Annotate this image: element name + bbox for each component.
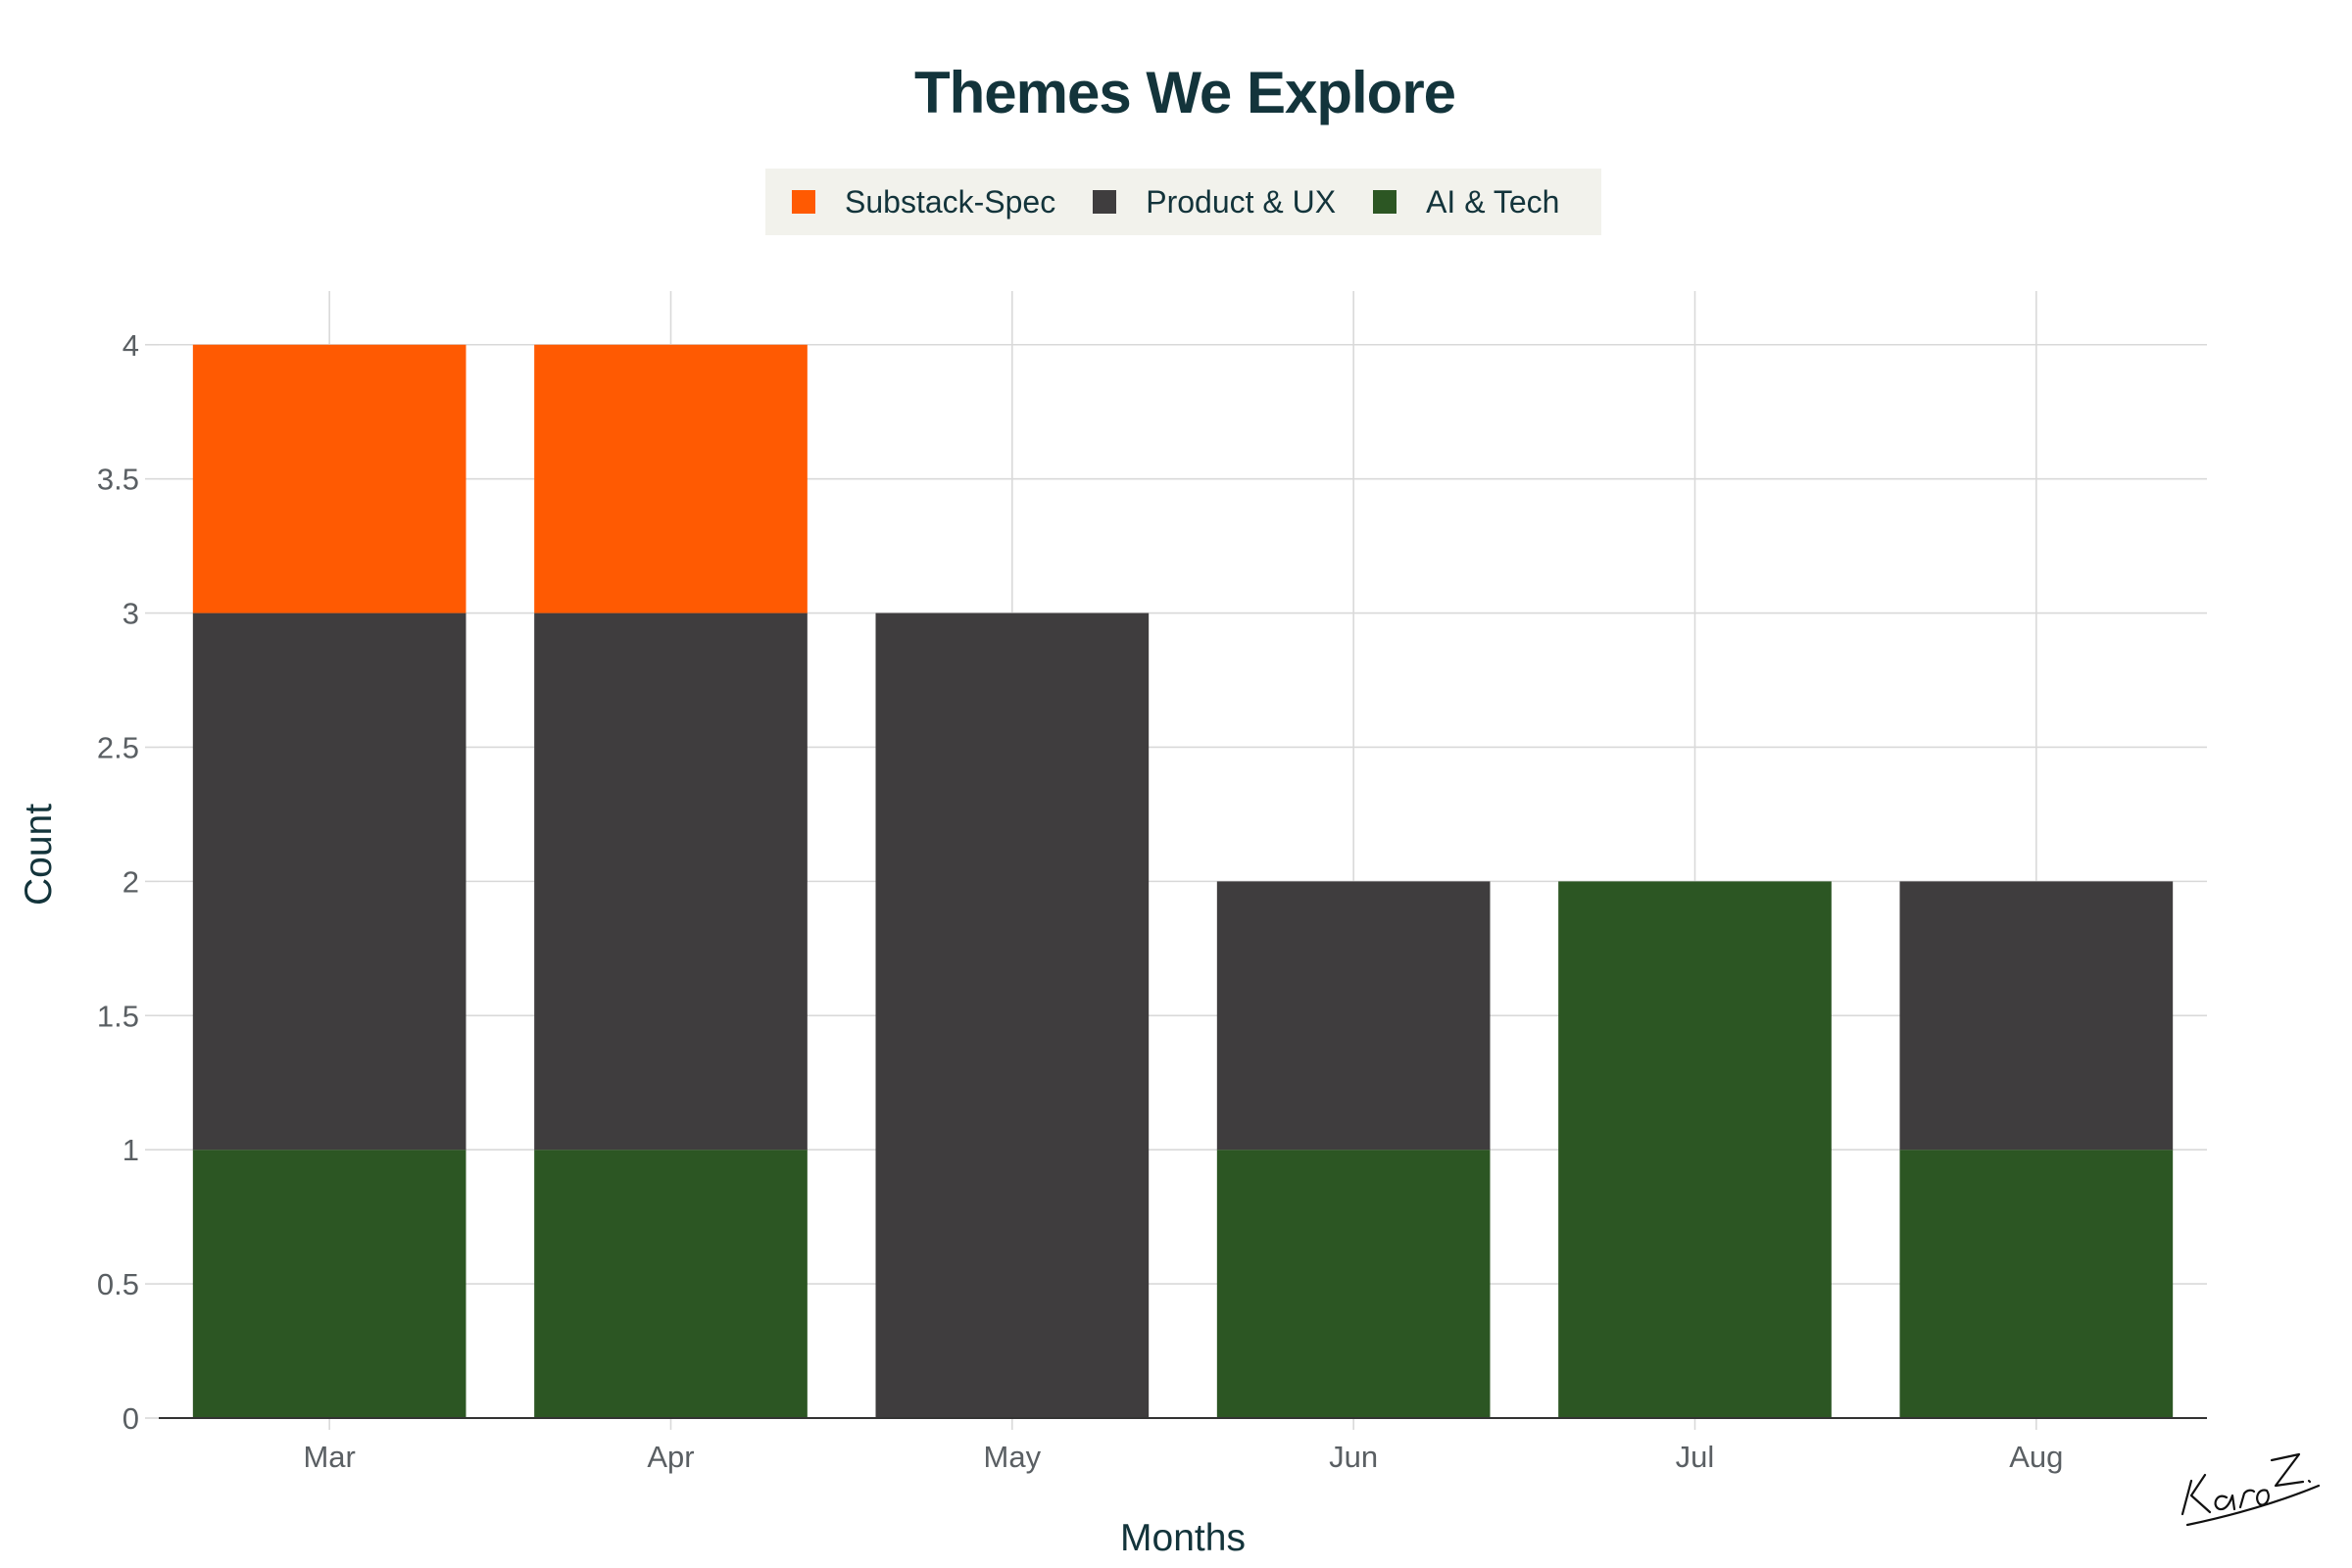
legend: Substack-Spec Product & UX AI & Tech xyxy=(765,169,1601,235)
legend-item-substack-spec[interactable]: Substack-Spec xyxy=(792,184,1055,220)
legend-label-ai-tech: AI & Tech xyxy=(1426,183,1560,220)
legend-label-product-ux: Product & UX xyxy=(1146,183,1337,220)
legend-swatch-substack-spec xyxy=(792,190,815,214)
legend-item-product-ux[interactable]: Product & UX xyxy=(1093,184,1336,220)
y-tick-label: 4 xyxy=(122,328,139,363)
legend-swatch-ai-tech xyxy=(1373,190,1397,214)
bar-ai-tech-aug[interactable] xyxy=(1899,1150,2174,1418)
signature xyxy=(2180,1452,2321,1527)
y-tick-label: 1.5 xyxy=(97,999,139,1033)
bar-ai-tech-apr[interactable] xyxy=(534,1150,808,1418)
bar-product-ux-jun[interactable] xyxy=(1216,881,1491,1151)
bar-ai-tech-jul[interactable] xyxy=(1558,881,1832,1418)
y-tick-label: 0 xyxy=(122,1401,139,1436)
y-tick-label: 1 xyxy=(122,1133,139,1167)
legend-item-ai-tech[interactable]: AI & Tech xyxy=(1373,184,1559,220)
x-tick-label: May xyxy=(984,1440,1042,1474)
y-tick-label: 0.5 xyxy=(97,1267,139,1301)
legend-swatch-product-ux xyxy=(1093,190,1117,214)
axes: 0 0.5 1 1.5 2 2.5 3 3.5 4 Mar Apr May Jun Jul Aug xyxy=(97,328,2207,1474)
x-tick-label: Mar xyxy=(303,1440,355,1474)
x-tick-label: Jul xyxy=(1676,1440,1715,1474)
y-tick-label: 2 xyxy=(122,864,139,899)
bars xyxy=(192,344,2174,1418)
y-axis-title: Count xyxy=(18,804,60,906)
bar-product-ux-aug[interactable] xyxy=(1899,881,2174,1151)
bar-substack-spec-mar[interactable] xyxy=(192,344,466,613)
bar-substack-spec-apr[interactable] xyxy=(534,344,808,613)
bar-ai-tech-jun[interactable] xyxy=(1216,1150,1491,1418)
y-tick-label: 3 xyxy=(122,597,139,631)
bar-product-ux-apr[interactable] xyxy=(534,612,808,1151)
bar-product-ux-may[interactable] xyxy=(875,612,1150,1418)
x-tick-label: Apr xyxy=(647,1440,694,1474)
y-tick-label: 3.5 xyxy=(97,463,139,497)
legend-label-substack-spec: Substack-Spec xyxy=(845,183,1056,220)
y-tick-label: 2.5 xyxy=(97,730,139,764)
bar-product-ux-mar[interactable] xyxy=(192,612,466,1151)
chart-title: Themes We Explore xyxy=(913,60,1456,125)
x-tick-label: Jun xyxy=(1329,1440,1378,1474)
x-axis-title: Months xyxy=(1120,1517,1246,1559)
bar-ai-tech-mar[interactable] xyxy=(192,1150,466,1418)
x-tick-label: Aug xyxy=(2009,1440,2063,1474)
